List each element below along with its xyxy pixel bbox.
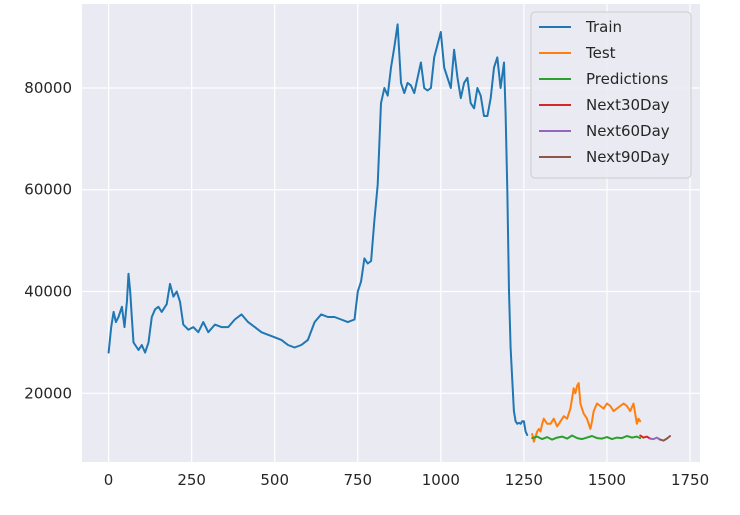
x-tick-label: 0 [104,471,114,489]
legend-label: Next30Day [586,96,670,114]
x-tick-label: 750 [343,471,372,489]
y-tick-label: 40000 [24,283,72,301]
series-layer [107,23,672,443]
x-tick-label: 1500 [588,471,626,489]
y-tick-label: 80000 [24,79,72,97]
series-line-predictions [531,434,642,441]
legend-label: Next60Day [586,122,670,140]
y-tick-label: 20000 [24,384,72,402]
x-tick-label: 1250 [505,471,543,489]
legend-label: Train [585,18,622,36]
legend-label: Test [585,44,616,62]
x-tick-label: 250 [177,471,206,489]
legend-label: Predictions [586,70,669,88]
series-line-train [107,23,529,436]
legend: Train Test Predictions Next30Day Next60Day Ne… [530,11,692,179]
series-line-next30day [639,434,652,440]
y-tick-label: 60000 [24,181,72,199]
x-tick-label: 1000 [422,471,460,489]
x-tick-label: 500 [260,471,289,489]
series-line-next90day [659,435,672,442]
legend-label: Next90Day [586,148,670,166]
tick-labels: 0 250 500 750 1000 1250 1500 1750 20000 40000 6000… [24,79,709,489]
series-line-test [531,382,642,443]
x-tick-label: 1750 [671,471,709,489]
series-line-next60day [649,436,662,441]
